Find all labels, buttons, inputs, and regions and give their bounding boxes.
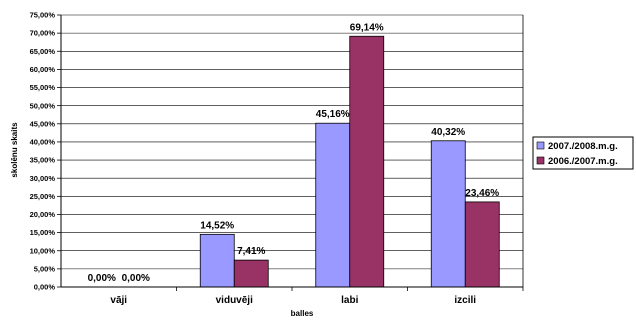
y-tick-label: 5,00% — [34, 264, 56, 273]
y-tick-label: 35,00% — [30, 156, 56, 165]
y-tick-label: 75,00% — [30, 11, 56, 20]
y-tick-label: 60,00% — [30, 65, 56, 74]
y-tick-label: 55,00% — [30, 83, 56, 92]
y-tick-label: 40,00% — [30, 138, 56, 147]
data-labels: 0,00% 0,00% 14,52% 7,41% 45,16% 69,14% 40,32% 2… — [88, 22, 500, 284]
axes — [57, 14, 524, 291]
data-label-series-2: 69,14% — [350, 22, 384, 33]
data-label-series-1: 40,32% — [431, 127, 465, 138]
y-tick-label: 70,00% — [30, 29, 56, 38]
y-tick-label: 15,00% — [30, 228, 56, 237]
category-label: vāji — [110, 295, 127, 306]
y-tick-label: 65,00% — [30, 47, 56, 56]
y-tick-label: 20,00% — [30, 210, 56, 219]
legend: 2007./2008.m.g. 2006./2007.m.g. — [532, 136, 634, 170]
legend-frame — [532, 136, 634, 170]
legend-swatch-series-1 — [536, 141, 545, 150]
legend-label-series-1: 2007./2008.m.g. — [548, 141, 618, 152]
bar-series-2 — [233, 259, 269, 288]
legend-swatch-series-2 — [536, 156, 545, 165]
gridlines — [61, 14, 523, 288]
y-tick-label: 50,00% — [30, 101, 56, 110]
bar-series-2 — [464, 201, 500, 288]
data-label-series-2: 7,41% — [237, 246, 265, 257]
category-label: labi — [341, 295, 358, 306]
data-label-series-1: 45,16% — [316, 109, 350, 120]
bar-series-1 — [315, 122, 351, 288]
bar-series-1 — [199, 233, 235, 288]
y-axis-title: skolēnu skaits — [10, 122, 19, 178]
data-label-series-1: 14,52% — [200, 220, 234, 231]
y-tick-label: 45,00% — [30, 119, 56, 128]
category-label: viduvēji — [216, 295, 253, 306]
bar-series-1 — [430, 140, 466, 288]
category-label: izcili — [454, 295, 476, 306]
x-axis-title: balles — [291, 309, 314, 318]
y-tick-label: 0,00% — [34, 283, 56, 292]
y-tick-label: 30,00% — [30, 174, 56, 183]
data-label-series-2: 23,46% — [465, 188, 499, 199]
category-labels: vāji viduvēji labi izcili — [110, 295, 476, 306]
y-tick-label: 25,00% — [30, 192, 56, 201]
data-label-series-1: 0,00% — [88, 273, 116, 284]
y-tick-label: 10,00% — [30, 246, 56, 255]
bars — [199, 35, 500, 288]
bar-series-2 — [349, 35, 385, 288]
data-label-series-2: 0,00% — [122, 273, 150, 284]
y-tick-labels: 0,00% 5,00% 10,00% 15,00% 20,00% 25,00% 30,00%… — [30, 11, 56, 292]
legend-label-series-2: 2006./2007.m.g. — [548, 156, 618, 167]
